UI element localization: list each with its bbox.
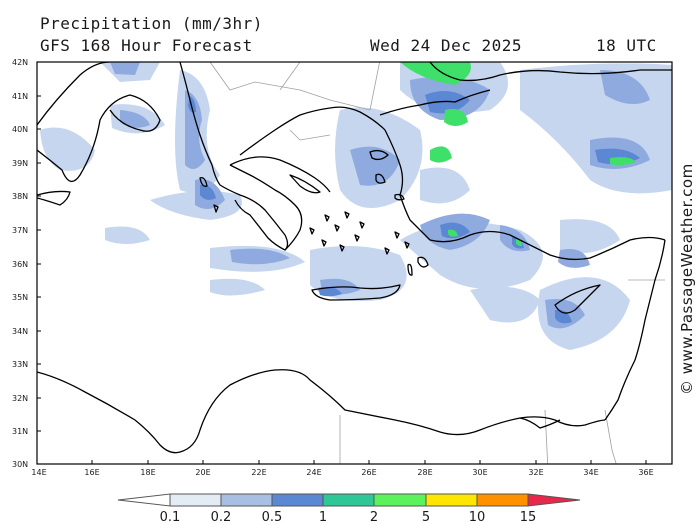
lat-label: 37N — [12, 226, 29, 235]
legend-label: 5 — [421, 510, 431, 525]
lon-label: 20E — [195, 468, 211, 477]
map-title: Precipitation (mm/3hr) — [40, 14, 263, 33]
lon-label: 22E — [251, 468, 267, 477]
lat-label: 35N — [12, 293, 29, 302]
map-frame — [36, 61, 673, 465]
lat-label: 30N — [12, 460, 29, 469]
country-borders — [209, 62, 665, 464]
coastlines — [37, 62, 672, 454]
lon-label: 14E — [31, 468, 47, 477]
lon-label: 32E — [528, 468, 544, 477]
legend-arrow-high — [527, 493, 581, 507]
lat-label: 41N — [12, 92, 29, 101]
lat-label: 31N — [12, 427, 29, 436]
lon-label: 36E — [638, 468, 654, 477]
lat-label: 40N — [12, 125, 29, 134]
lon-label: 18E — [140, 468, 156, 477]
lat-label: 32N — [12, 394, 29, 403]
lat-label: 34N — [12, 327, 29, 336]
lon-label: 28E — [417, 468, 433, 477]
legend-label: 0.2 — [210, 510, 232, 525]
forecast-model: GFS 168 Hour Forecast — [40, 36, 253, 55]
legend-label: 0.1 — [159, 510, 181, 525]
legend-label: 15 — [519, 510, 537, 525]
legend-arrow-low — [117, 493, 171, 507]
lat-label: 39N — [12, 159, 29, 168]
forecast-date: Wed 24 Dec 2025 — [370, 36, 522, 55]
color-legend — [117, 493, 581, 507]
lat-label: 33N — [12, 360, 29, 369]
lon-label: 30E — [472, 468, 488, 477]
lat-label: 42N — [12, 58, 29, 67]
lon-label: 34E — [583, 468, 599, 477]
lat-label: 38N — [12, 192, 29, 201]
precip-green — [400, 62, 636, 246]
legend-label: 10 — [468, 510, 486, 525]
lon-label: 24E — [306, 468, 322, 477]
site-credit: © www.PassageWeather.com — [678, 163, 696, 395]
legend-label: 1 — [318, 510, 328, 525]
forecast-time: 18 UTC — [596, 36, 657, 55]
legend-label: 0.5 — [261, 510, 283, 525]
lon-label: 26E — [361, 468, 377, 477]
precip-heavy — [188, 91, 640, 324]
legend-label: 2 — [369, 510, 379, 525]
lon-label: 16E — [84, 468, 100, 477]
lat-label: 36N — [12, 260, 29, 269]
